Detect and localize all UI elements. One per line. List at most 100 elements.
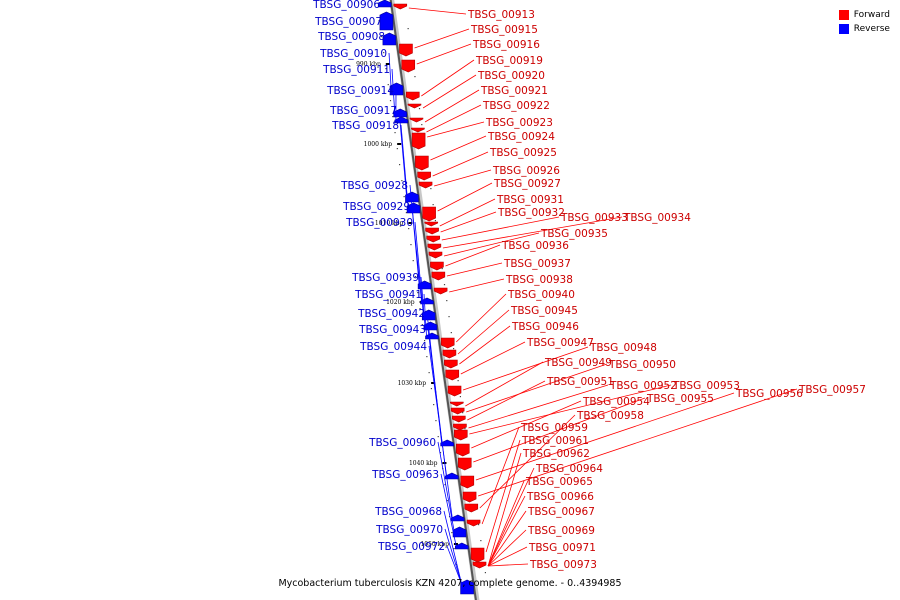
- reverse-gene-label: TBSG_00911: [322, 64, 390, 76]
- forward-gene-label: TBSG_00950: [608, 359, 676, 371]
- forward-gene-leader: [487, 452, 522, 567]
- forward-gene-block: [399, 43, 413, 57]
- forward-gene-label: TBSG_00922: [482, 100, 550, 112]
- forward-gene-label: TBSG_00966: [526, 491, 594, 503]
- forward-gene-block: [457, 457, 472, 471]
- reverse-gene-label: TBSG_00963: [371, 469, 439, 481]
- forward-gene-leader: [487, 510, 527, 567]
- minor-tick: [426, 356, 428, 358]
- reverse-gene-block: [379, 11, 394, 31]
- forward-gene-leader: [443, 232, 540, 257]
- forward-gene-label: TBSG_00952: [609, 380, 677, 392]
- forward-gene-block: [449, 401, 464, 407]
- minor-tick: [453, 548, 455, 550]
- legend-forward: Forward: [838, 10, 890, 20]
- minor-tick: [421, 124, 423, 126]
- reverse-gene-label: TBSG_00928: [340, 180, 408, 192]
- forward-gene-block: [472, 561, 487, 569]
- forward-gene-leader: [465, 361, 544, 407]
- minor-tick: [446, 500, 448, 502]
- forward-gene-block: [444, 359, 458, 369]
- reverse-gene-leader: [380, 15, 385, 22]
- forward-gene-leader: [445, 244, 501, 267]
- forward-gene-label: TBSG_00947: [526, 337, 594, 349]
- minor-tick: [407, 28, 409, 30]
- forward-gene-leader: [414, 28, 470, 49]
- reverse-gene-block: [445, 472, 459, 480]
- forward-gene-block: [405, 91, 420, 101]
- forward-gene-leader: [422, 74, 477, 109]
- forward-gene-leader: [430, 135, 487, 161]
- forward-gene-leader: [408, 7, 467, 15]
- forward-gene-label: TBSG_00926: [492, 165, 560, 177]
- reverse-gene-block: [406, 202, 421, 214]
- reverse-gene-label: TBSG_00910: [319, 48, 387, 60]
- forward-gene-leader: [467, 380, 546, 421]
- scale-tick-label: 990 kbp: [356, 61, 381, 68]
- reverse-gene-leader: [391, 68, 396, 114]
- forward-gene-label: TBSG_00925: [489, 147, 557, 159]
- forward-gene-label: TBSG_00935: [540, 228, 608, 240]
- reverse-gene-block: [455, 542, 469, 550]
- minor-tick: [430, 388, 433, 390]
- forward-gene-label: TBSG_00919: [475, 55, 543, 67]
- reverse-gene-leader: [423, 293, 427, 338]
- minor-tick: [448, 316, 450, 318]
- forward-gene-leader: [488, 563, 529, 567]
- scale-tick-label: 1030 kbp: [398, 380, 427, 387]
- reverse-gene-leader: [398, 109, 407, 197]
- legend-reverse: Reverse: [838, 24, 890, 34]
- forward-gene-leader: [468, 384, 609, 429]
- forward-gene-block: [450, 407, 465, 415]
- forward-gene-label: TBSG_00971: [528, 542, 596, 554]
- reverse-gene-leader: [428, 345, 453, 520]
- forward-gene-label: TBSG_00921: [480, 85, 548, 97]
- reverse-gene-leader: [411, 205, 422, 303]
- forward-gene-label: TBSG_00951: [546, 376, 614, 388]
- scale-tick-label: 1040 kbp: [409, 460, 438, 467]
- minor-tick: [457, 380, 459, 382]
- reverse-gene-block: [460, 579, 474, 595]
- minor-tick: [441, 268, 443, 270]
- forward-gene-block: [415, 155, 429, 171]
- scale-tick-label: 1020 kbp: [386, 299, 415, 306]
- reverse-gene-leader: [446, 545, 463, 585]
- forward-gene-block: [428, 251, 443, 259]
- forward-gene-leader: [475, 392, 735, 481]
- forward-gene-label: TBSG_00946: [511, 321, 579, 333]
- forward-gene-label: TBSG_00965: [525, 476, 593, 488]
- reverse-gene-block: [377, 0, 392, 8]
- minor-tick: [452, 348, 455, 350]
- forward-gene-label: TBSG_00961: [521, 435, 589, 447]
- forward-gene-block: [451, 415, 466, 423]
- minor-tick: [444, 484, 446, 486]
- forward-gene-leader: [432, 151, 489, 177]
- reverse-gene-block: [451, 514, 465, 522]
- forward-gene-label: TBSG_00945: [510, 305, 578, 317]
- minor-tick: [455, 564, 457, 566]
- forward-gene-leader: [462, 346, 589, 391]
- forward-gene-leader: [479, 414, 576, 509]
- reverse-gene-label: TBSG_00908: [317, 31, 385, 43]
- minor-tick: [412, 260, 414, 262]
- minor-tick: [410, 244, 412, 246]
- reverse-swatch: [838, 24, 849, 34]
- reverse-gene-label: TBSG_00906: [312, 0, 380, 11]
- forward-gene-leader: [426, 104, 482, 133]
- forward-gene-leader: [439, 198, 496, 227]
- minor-tick: [462, 412, 464, 414]
- minor-tick: [398, 164, 401, 166]
- reverse-gene-label: TBSG_00930: [345, 217, 413, 229]
- minor-tick: [405, 212, 408, 214]
- forward-gene-block: [430, 261, 444, 271]
- forward-gene-block: [462, 491, 477, 503]
- forward-gene-block: [453, 429, 468, 441]
- reverse-gene-label: TBSG_00918: [331, 120, 399, 132]
- reverse-gene-label: TBSG_00942: [357, 308, 425, 320]
- forward-gene-leader: [469, 384, 672, 435]
- minor-tick: [396, 148, 398, 150]
- minor-tick: [387, 84, 389, 86]
- forward-gene-leader: [437, 182, 493, 212]
- minor-tick: [484, 572, 486, 574]
